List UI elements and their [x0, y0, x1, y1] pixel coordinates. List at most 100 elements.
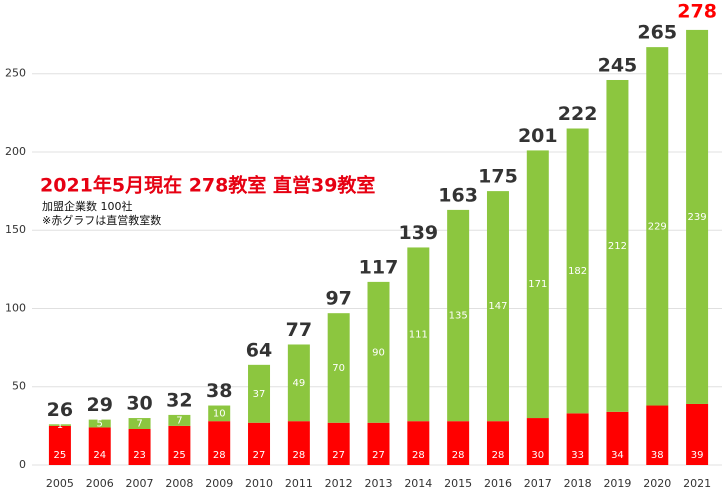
segment-label: 28 — [452, 450, 465, 461]
segment-label: 70 — [332, 363, 345, 374]
annotation-headline: 2021年5月現在 278教室 直営39教室 — [40, 174, 375, 197]
bar-segment — [327, 313, 350, 423]
y-tick-label: 100 — [5, 301, 26, 314]
segment-label: 229 — [648, 221, 667, 232]
bar-segment — [88, 427, 111, 465]
x-tick-label: 2020 — [643, 477, 671, 490]
bar-segment — [248, 364, 271, 423]
bar-segment — [606, 411, 629, 465]
segment-label: 147 — [488, 301, 507, 312]
segment-label: 90 — [372, 347, 385, 358]
bar-segment — [407, 247, 430, 422]
total-label: 265 — [637, 22, 677, 44]
total-label: 163 — [438, 184, 478, 206]
bar-segment — [646, 47, 669, 406]
segment-label: 39 — [691, 450, 704, 461]
bar-segment — [566, 128, 589, 414]
segment-label: 10 — [213, 408, 226, 419]
segment-label: 7 — [136, 419, 142, 430]
total-label: 117 — [359, 256, 399, 278]
segment-label: 171 — [528, 279, 547, 290]
bar-segment — [606, 79, 629, 412]
total-label: 222 — [558, 103, 598, 125]
bar-segment — [248, 422, 271, 465]
y-tick-label: 150 — [5, 223, 26, 236]
bar-segment — [48, 425, 71, 465]
y-tick-label: 250 — [5, 67, 26, 80]
x-tick-label: 2016 — [484, 477, 512, 490]
total-label: 278 — [677, 0, 717, 22]
x-tick-label: 2019 — [603, 477, 631, 490]
x-tick-label: 2013 — [365, 477, 393, 490]
bar-segment — [447, 209, 470, 422]
x-tick-label: 2011 — [285, 477, 313, 490]
x-tick-label: 2014 — [404, 477, 432, 490]
bar-segment — [128, 429, 151, 465]
bar-segment — [486, 191, 509, 422]
segment-label: 239 — [688, 212, 707, 223]
bar-segment — [48, 424, 71, 426]
segment-label: 24 — [93, 450, 106, 461]
total-label: 26 — [47, 399, 73, 421]
bar-segment — [367, 422, 390, 465]
segment-label: 5 — [97, 419, 103, 430]
segment-label: 182 — [568, 266, 587, 277]
segment-label: 28 — [292, 450, 305, 461]
bar-segment — [128, 418, 151, 430]
bar-segment — [686, 403, 709, 465]
x-tick-label: 2017 — [524, 477, 552, 490]
x-tick-label: 2008 — [165, 477, 193, 490]
x-tick-label: 2010 — [245, 477, 273, 490]
bar-segment — [486, 421, 509, 465]
total-label: 245 — [598, 54, 638, 76]
bar-segment — [287, 344, 310, 422]
bar-segment — [168, 414, 191, 426]
segment-label: 25 — [173, 450, 186, 461]
total-label: 201 — [518, 125, 558, 147]
segment-label: 28 — [412, 450, 425, 461]
total-label: 77 — [286, 319, 312, 341]
bar-segment — [526, 418, 549, 465]
bar-segment — [646, 405, 669, 465]
total-label: 97 — [325, 288, 351, 310]
bar-segment — [526, 150, 549, 419]
total-label: 139 — [398, 222, 438, 244]
bar-segment — [88, 419, 111, 428]
x-tick-label: 2018 — [564, 477, 592, 490]
bar-segment — [447, 421, 470, 465]
segment-label: 1 — [57, 420, 63, 431]
segment-label: 49 — [292, 378, 305, 389]
total-label: 32 — [166, 389, 192, 411]
total-label: 64 — [246, 339, 272, 361]
segment-label: 28 — [213, 450, 226, 461]
total-label: 175 — [478, 166, 518, 188]
bar-segment — [566, 413, 589, 465]
segment-label: 212 — [608, 241, 627, 252]
total-label: 29 — [87, 394, 113, 416]
segment-label: 111 — [409, 329, 428, 340]
segment-label: 27 — [372, 450, 385, 461]
bar-segment — [208, 421, 231, 465]
bar-segment — [208, 405, 231, 422]
segment-label: 135 — [449, 311, 468, 322]
segment-label: 27 — [253, 450, 266, 461]
total-label: 38 — [206, 380, 232, 402]
x-tick-label: 2007 — [126, 477, 154, 490]
segment-label: 27 — [332, 450, 345, 461]
x-tick-label: 2012 — [325, 477, 353, 490]
bar-segment — [367, 281, 390, 423]
x-tick-label: 2021 — [683, 477, 711, 490]
y-tick-label: 50 — [12, 380, 26, 393]
bar-segment — [168, 425, 191, 465]
bar-segment — [686, 29, 709, 404]
segment-label: 23 — [133, 450, 146, 461]
annotation-note: ※赤グラフは直営教室数 — [42, 213, 161, 227]
x-tick-label: 2009 — [205, 477, 233, 490]
segment-label: 28 — [492, 450, 505, 461]
segment-label: 34 — [611, 450, 624, 461]
segment-label: 33 — [571, 450, 584, 461]
total-label: 30 — [126, 393, 152, 415]
x-tick-label: 2015 — [444, 477, 472, 490]
segment-label: 30 — [531, 450, 544, 461]
